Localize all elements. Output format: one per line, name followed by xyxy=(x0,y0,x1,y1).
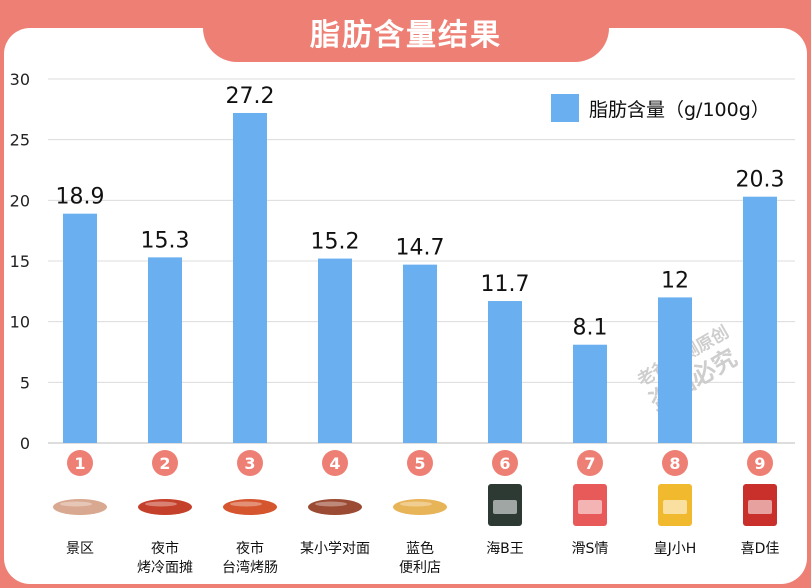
data-label: 12 xyxy=(661,268,689,293)
category-label-line2: 烤冷面摊 xyxy=(137,560,193,576)
sausage-icon xyxy=(393,499,447,515)
y-tick-label: 20 xyxy=(10,191,30,210)
number-badge xyxy=(152,450,178,476)
legend-swatch xyxy=(551,94,579,122)
sausage-icon xyxy=(308,499,362,515)
number-badge xyxy=(67,450,93,476)
category-label: 喜D佳 xyxy=(741,541,780,557)
sausage-icon xyxy=(223,499,277,515)
number-badge-label: 8 xyxy=(669,454,680,473)
number-badge xyxy=(407,450,433,476)
data-label: 14.7 xyxy=(396,236,445,261)
bar xyxy=(318,258,352,443)
category-label: 海B王 xyxy=(486,541,524,557)
sausage-icon xyxy=(53,499,107,515)
sausage-highlight xyxy=(145,501,177,507)
bar xyxy=(233,112,267,444)
category-label: 滑S情 xyxy=(572,540,609,557)
bar xyxy=(148,257,182,443)
category-label-line2: 台湾烤肠 xyxy=(222,559,278,576)
y-tick-label: 5 xyxy=(20,373,30,392)
bar xyxy=(658,297,692,443)
number-badge xyxy=(662,450,688,476)
number-badge xyxy=(577,450,603,476)
y-tick-label: 0 xyxy=(20,434,30,453)
data-label: 8.1 xyxy=(573,316,608,341)
number-badge-label: 4 xyxy=(329,454,340,473)
number-badge xyxy=(747,450,773,476)
bar xyxy=(573,344,607,443)
number-badge-label: 5 xyxy=(414,454,425,473)
number-badge-label: 9 xyxy=(754,454,765,473)
number-badge-label: 2 xyxy=(159,454,170,473)
data-label: 15.3 xyxy=(141,228,190,253)
bar xyxy=(403,264,437,443)
data-label: 15.2 xyxy=(311,230,360,255)
legend-label: 脂肪含量（g/100g） xyxy=(589,99,770,121)
package-label-area xyxy=(748,500,772,514)
number-badge-label: 6 xyxy=(499,454,510,473)
category-label-line2: 便利店 xyxy=(399,560,441,576)
data-label: 18.9 xyxy=(56,185,105,210)
y-tick-label: 15 xyxy=(10,252,30,271)
category-label: 夜市 xyxy=(151,540,179,557)
y-tick-label: 10 xyxy=(10,313,30,332)
sausage-highlight xyxy=(60,501,92,507)
sausage-highlight xyxy=(230,501,262,507)
chart-title: 脂肪含量结果 xyxy=(310,18,502,53)
package-label-area xyxy=(493,500,517,514)
category-label: 景区 xyxy=(66,541,94,557)
bar xyxy=(743,196,777,443)
number-badge-label: 3 xyxy=(244,454,255,473)
category-label: 某小学对面 xyxy=(300,541,370,557)
y-tick-label: 25 xyxy=(10,131,30,150)
data-label: 11.7 xyxy=(481,272,530,297)
category-label: 皇J小H xyxy=(654,541,697,557)
package-label-area xyxy=(578,500,602,514)
y-tick-label: 30 xyxy=(10,70,30,89)
bar xyxy=(63,213,97,443)
number-badge-label: 1 xyxy=(74,454,85,473)
sausage-highlight xyxy=(400,501,432,507)
data-label: 20.3 xyxy=(736,168,785,193)
sausage-icon xyxy=(138,499,192,515)
number-badge xyxy=(237,450,263,476)
sausage-highlight xyxy=(315,501,347,507)
bar xyxy=(488,301,522,443)
category-label: 夜市 xyxy=(236,540,264,557)
package-label-area xyxy=(663,500,687,514)
number-badge xyxy=(492,450,518,476)
number-badge xyxy=(322,450,348,476)
category-label: 蓝色 xyxy=(406,540,434,557)
data-label: 27.2 xyxy=(226,84,275,109)
number-badge-label: 7 xyxy=(584,454,595,473)
title-tab: 脂肪含量结果 xyxy=(203,0,609,62)
